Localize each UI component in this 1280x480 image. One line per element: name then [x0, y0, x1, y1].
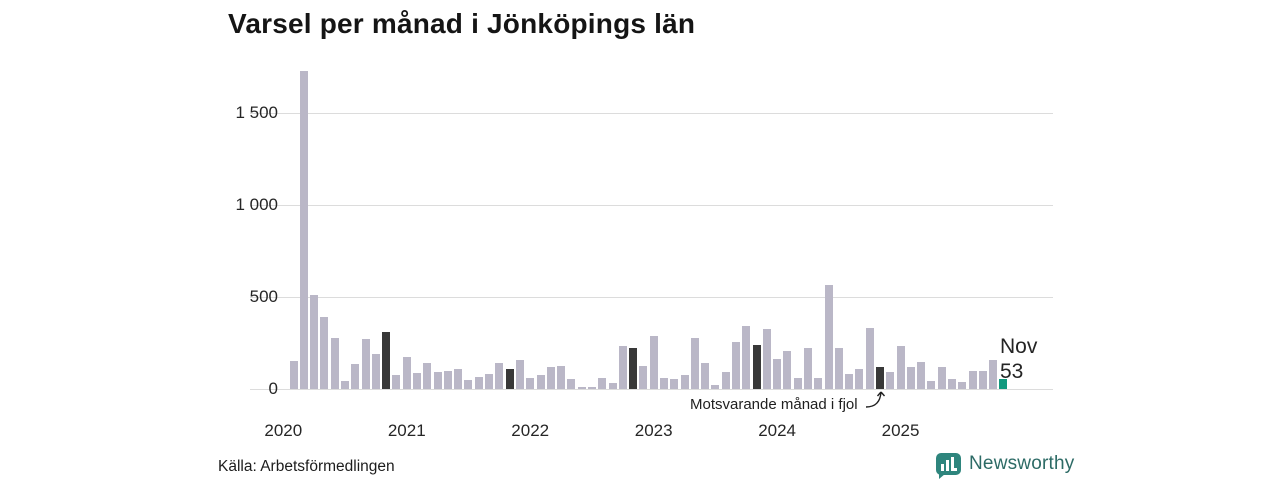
bar [423, 363, 432, 389]
bar [886, 372, 895, 389]
bar [793, 377, 802, 389]
current-month-value: 53 [1000, 359, 1024, 383]
bar [371, 354, 380, 389]
bar [639, 366, 648, 389]
bar [803, 347, 812, 389]
bar [659, 377, 668, 389]
x-tick-label: 2025 [881, 421, 920, 440]
bar [413, 373, 422, 389]
annotation-arrow-icon [865, 391, 886, 408]
bar [814, 377, 823, 389]
bar [474, 377, 483, 389]
bar [773, 358, 782, 389]
bar [299, 70, 308, 389]
bar [402, 356, 411, 389]
newsworthy-logo-icon [936, 453, 961, 479]
bar-same-month-last-year [629, 347, 638, 389]
bar-same-month-last-year [382, 331, 391, 389]
gridline-y1500 [250, 113, 1053, 114]
x-tick-label: 2024 [758, 421, 797, 440]
bar [392, 375, 401, 389]
bar-same-month-last-year [752, 344, 761, 389]
gridline-y0 [250, 389, 1053, 390]
bar [845, 374, 854, 389]
bar [567, 378, 576, 389]
bar [330, 338, 339, 389]
bar [587, 387, 596, 389]
bar [598, 377, 607, 389]
current-month-name: Nov [1000, 335, 1038, 358]
x-tick-label: 2021 [387, 421, 426, 440]
bar [711, 385, 720, 389]
bar [464, 379, 473, 389]
bar-same-month-last-year [875, 366, 884, 389]
bar [433, 371, 442, 389]
bar [608, 382, 617, 389]
x-tick-label: 2023 [634, 421, 673, 440]
prev-year-annotation: Motsvarande månad i fjol [690, 396, 858, 413]
x-tick-label: 2020 [264, 421, 303, 440]
brand-wordmark: Newsworthy [969, 453, 1075, 474]
bar [320, 317, 329, 389]
y-tick-label: 500 [249, 287, 278, 306]
bar [762, 329, 771, 389]
bar [557, 366, 566, 389]
source-note: Källa: Arbetsförmedlingen [218, 458, 395, 475]
bar [958, 381, 967, 389]
bar [896, 345, 905, 389]
bar [968, 370, 977, 389]
bar [824, 285, 833, 389]
gridline-y500 [250, 297, 1053, 298]
bar [454, 368, 463, 389]
bar [680, 375, 689, 389]
bar [937, 366, 946, 389]
bar [721, 371, 730, 389]
bar [526, 377, 535, 389]
bar [495, 363, 504, 389]
bar [948, 378, 956, 389]
bar-current-month [999, 379, 1008, 389]
bar [546, 366, 555, 389]
bar [577, 387, 586, 389]
bar [834, 347, 843, 389]
bar [917, 362, 926, 389]
current-month-label: Nov 53 [1000, 335, 1037, 384]
bar [536, 375, 545, 389]
gridline-y1000 [250, 205, 1053, 206]
x-tick-label: 2022 [511, 421, 550, 440]
bar [618, 345, 627, 389]
bar [310, 295, 319, 389]
bar [485, 374, 494, 389]
bar [742, 325, 751, 389]
bar [783, 351, 792, 389]
bar [289, 361, 298, 389]
bar [351, 364, 360, 389]
chart-title: Varsel per månad i Jönköpings län [228, 8, 696, 39]
bar [670, 378, 679, 389]
bar [978, 370, 987, 389]
y-tick-label: 1 500 [235, 103, 278, 122]
bar [927, 380, 936, 389]
bar [649, 335, 658, 389]
bar [443, 370, 452, 389]
bar [906, 366, 915, 389]
bar [855, 368, 864, 389]
y-tick-label: 1 000 [235, 195, 278, 214]
bar [515, 360, 524, 389]
bar [731, 342, 740, 389]
bar [701, 363, 710, 389]
bar-same-month-last-year [505, 368, 514, 389]
bar [989, 360, 998, 389]
bar [341, 380, 350, 389]
brand-footer: Newsworthy [936, 453, 1075, 479]
bar [361, 339, 370, 389]
y-tick-label: 0 [268, 379, 278, 398]
bar [865, 328, 874, 389]
bar [690, 338, 699, 389]
